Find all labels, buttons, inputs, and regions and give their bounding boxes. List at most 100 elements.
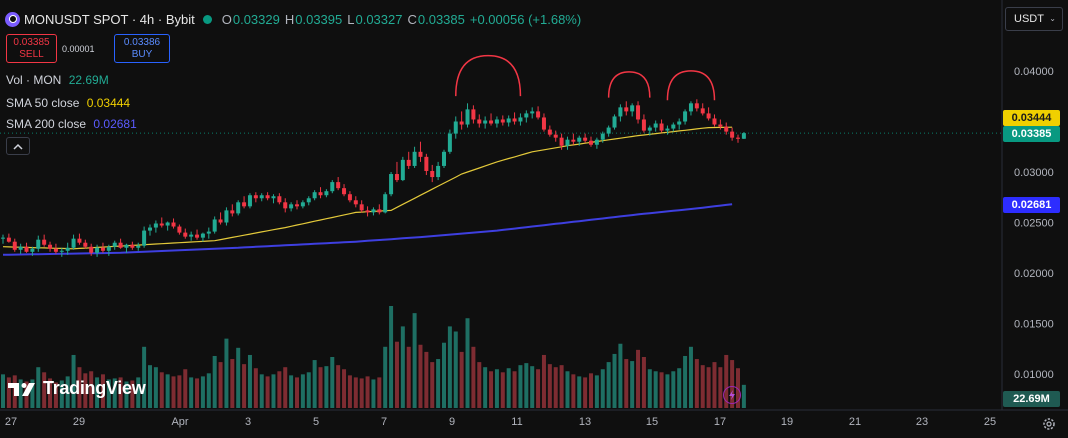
candle-body <box>465 109 470 125</box>
buy-button[interactable]: 0.03386 BUY <box>114 34 170 63</box>
sma50-legend-value: 0.03444 <box>86 96 131 110</box>
volume-bar <box>624 359 629 408</box>
volume-bar <box>565 371 570 408</box>
volume-bar <box>306 372 311 408</box>
candle-body <box>342 188 347 195</box>
volume-bar <box>447 326 452 408</box>
candle-body <box>553 134 558 138</box>
volume-bar <box>71 354 76 408</box>
volume-bar <box>218 362 223 408</box>
time-tick-label: 21 <box>849 416 861 428</box>
candle-body <box>524 113 529 118</box>
volume-bar <box>53 382 58 408</box>
candle-body <box>530 111 535 114</box>
volume-bar <box>506 368 511 408</box>
spread-value: 0.00001 <box>62 44 95 54</box>
candle-body <box>394 174 399 181</box>
buy-label: BUY <box>131 49 153 60</box>
candle-body <box>636 105 641 120</box>
volume-bar <box>136 377 141 408</box>
volume-bar <box>242 364 247 408</box>
candle-body <box>300 202 305 207</box>
volume-bar <box>671 371 676 408</box>
candle-body <box>359 204 364 211</box>
collapse-legend-button[interactable] <box>6 137 30 155</box>
volume-bar <box>206 373 211 408</box>
candle-body <box>424 156 429 171</box>
candle-body <box>518 117 523 122</box>
time-tick-label: 11 <box>511 416 522 428</box>
volume-bar <box>424 351 429 408</box>
volume-bar <box>606 362 611 408</box>
sell-price: 0.03385 <box>13 37 50 48</box>
volume-bar <box>571 374 576 408</box>
candle-body <box>647 127 652 131</box>
time-tick-label: 27 <box>5 416 17 428</box>
volume-bar <box>430 362 435 408</box>
volume-bar <box>383 346 388 408</box>
candle-body <box>1 237 5 239</box>
volume-bar <box>589 373 593 408</box>
candle-body <box>477 119 482 124</box>
volume-bar <box>89 371 94 408</box>
volume-bar <box>500 372 505 408</box>
arc-annotation <box>455 54 522 97</box>
volume-bar <box>712 362 717 408</box>
volume-bar <box>106 379 111 408</box>
candle-body <box>447 133 452 152</box>
volume-bar <box>224 338 229 408</box>
volume-bar <box>36 367 41 408</box>
candle-body <box>159 223 164 226</box>
candle-body <box>406 159 411 166</box>
price-tick-label: 0.01000 <box>1014 369 1054 381</box>
volume-legend[interactable]: Vol · MON 22.69M <box>6 73 109 87</box>
time-tick-label: 7 <box>381 416 387 428</box>
currency-select[interactable]: USDT ⌄ <box>1005 7 1063 31</box>
volume-bar <box>142 346 147 408</box>
volume-bar <box>436 359 441 408</box>
candle-body <box>100 247 105 251</box>
candle-body <box>353 200 358 205</box>
candle-body <box>330 182 335 192</box>
candle-body <box>500 119 505 123</box>
candle-body <box>430 170 435 178</box>
volume-bar <box>171 376 176 408</box>
chevron-up-icon <box>13 143 23 150</box>
volume-bar <box>195 378 200 408</box>
sma50-line <box>2 126 733 250</box>
candle-body <box>306 198 311 203</box>
candle-body <box>571 139 576 142</box>
candle-body <box>77 238 82 243</box>
sma50-legend[interactable]: SMA 50 close 0.03444 <box>6 96 130 110</box>
time-tick-label: 23 <box>916 416 928 428</box>
volume-bar <box>365 376 370 408</box>
volume-bar <box>536 369 541 408</box>
candle-body <box>177 226 182 233</box>
volume-bar <box>453 331 458 408</box>
volume-bar <box>95 377 100 408</box>
candle-body <box>83 242 88 247</box>
candle-body <box>453 121 458 134</box>
volume-bar <box>547 364 552 408</box>
low-value: 0.03327 <box>355 11 403 27</box>
candle-body <box>289 204 294 209</box>
volume-bar <box>630 361 635 408</box>
candle-body <box>683 111 688 122</box>
volume-bar <box>541 354 546 408</box>
volume-bar <box>289 375 294 408</box>
candle-body <box>624 107 629 112</box>
candle-body <box>165 222 170 226</box>
sma50-legend-label: SMA 50 close <box>6 96 80 110</box>
volume-bar <box>389 306 394 408</box>
sma200-legend-label: SMA 200 close <box>6 117 87 131</box>
lightning-icon[interactable] <box>723 386 741 404</box>
sell-button[interactable]: 0.03385 SELL <box>6 34 57 63</box>
candle-body <box>365 210 370 213</box>
candle-body <box>183 232 188 237</box>
gear-icon[interactable] <box>1037 413 1061 435</box>
sma200-legend[interactable]: SMA 200 close 0.02681 <box>6 117 137 131</box>
candle-body <box>665 128 670 131</box>
volume-bar <box>200 376 205 408</box>
symbol-title[interactable]: MONUSDT SPOT · 4h · Bybit <box>24 11 195 27</box>
